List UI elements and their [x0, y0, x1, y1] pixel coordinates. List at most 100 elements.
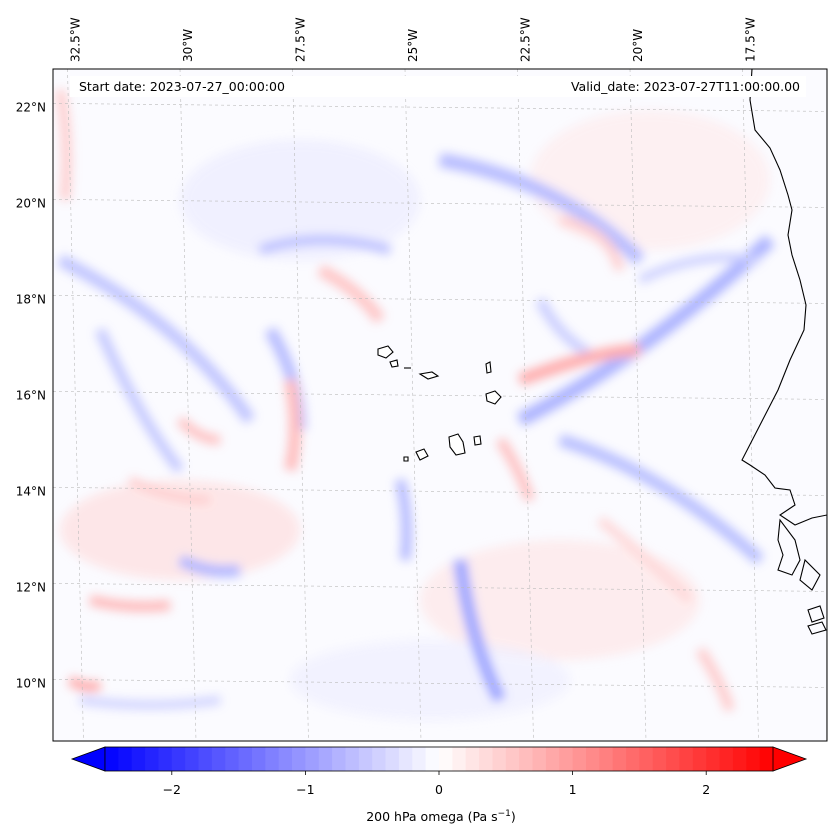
longitude-labels: 32.5°W 30°W 27.5°W 25°W 22.5°W 20°W 17.5°W	[69, 17, 758, 62]
colorbar-step	[412, 747, 427, 771]
map-panel: Start date: 2023-07-27_00:00:00 Valid_da…	[52, 68, 828, 742]
colorbar-step	[746, 747, 761, 771]
colorbar-step	[278, 747, 293, 771]
colorbar-step	[185, 747, 200, 771]
meridian-gridline	[292, 69, 309, 741]
colorbar-step	[345, 747, 360, 771]
colorbar-step	[732, 747, 747, 771]
colorbar-step	[559, 747, 574, 771]
latitude-tick-label: 14°N	[16, 484, 46, 498]
colorbar-step	[572, 747, 587, 771]
latitude-tick-label: 16°N	[16, 388, 46, 402]
colorbar-steps	[105, 747, 774, 771]
colorbar-step	[131, 747, 146, 771]
colorbar-step	[612, 747, 627, 771]
island	[485, 390, 502, 405]
colorbar-step	[211, 747, 226, 771]
longitude-tick-label: 30°W	[181, 29, 195, 62]
latitude-labels: 22°N 20°N 18°N 16°N 14°N 12°N 10°N	[16, 100, 46, 690]
colorbar-step	[398, 747, 413, 771]
island	[448, 433, 466, 456]
colorbar-step	[251, 747, 266, 771]
colorbar-step	[679, 747, 694, 771]
latitude-tick-label: 22°N	[16, 100, 46, 114]
colorbar-step	[626, 747, 640, 771]
colorbar-step	[305, 747, 320, 771]
island	[473, 435, 482, 446]
colorbar-step	[479, 747, 493, 771]
meridian-gridline	[742, 69, 759, 741]
colorbar-step	[532, 747, 547, 771]
island	[377, 345, 394, 359]
latitude-tick-label: 20°N	[16, 196, 46, 210]
longitude-tick-label: 32.5°W	[69, 17, 83, 62]
colorbar-tick-label: −2	[163, 782, 181, 797]
colorbar-extend-max	[772, 746, 808, 772]
colorbar-step	[332, 747, 346, 771]
meridian-gridline	[404, 69, 422, 741]
colorbar-step	[706, 747, 721, 771]
longitude-tick-label: 27.5°W	[294, 17, 308, 62]
colorbar-step	[385, 747, 400, 771]
colorbar-ticks: −2 −1 0 1 2	[163, 771, 710, 797]
colorbar-step	[198, 747, 213, 771]
gridlines	[53, 69, 827, 741]
meridian-gridline	[629, 69, 647, 741]
colorbar-step	[158, 747, 173, 771]
longitude-tick-label: 17.5°W	[744, 17, 758, 62]
colorbar-step	[425, 747, 440, 771]
meridian-gridline	[517, 69, 534, 741]
island	[403, 456, 409, 462]
colorbar-step	[652, 747, 667, 771]
colorbar-step	[372, 747, 387, 771]
island	[389, 359, 399, 368]
latitude-tick-label: 10°N	[16, 676, 46, 690]
colorbar-step	[118, 747, 133, 771]
colorbar-step	[519, 747, 534, 771]
colorbar-step	[292, 747, 306, 771]
colorbar: −2 −1 0 1 2 200 hPa omega (Pa s−1)	[70, 746, 808, 824]
longitude-tick-label: 25°W	[406, 29, 420, 62]
longitude-tick-label: 22.5°W	[519, 17, 533, 62]
island	[418, 371, 440, 380]
colorbar-tick-label: 1	[569, 782, 577, 797]
valid-date-label: Valid_date: 2023-07-27T11:00:00.00	[571, 79, 800, 94]
colorbar-label-sup: −1	[498, 809, 511, 819]
africa-coastline	[741, 69, 827, 741]
colorbar-step	[492, 747, 507, 771]
colorbar-step	[358, 747, 373, 771]
colorbar-step	[759, 747, 774, 771]
colorbar-step	[692, 747, 707, 771]
colorbar-step	[719, 747, 734, 771]
colorbar-step	[225, 747, 240, 771]
island	[485, 361, 492, 374]
meridian-gridline	[179, 69, 197, 741]
colorbar-step	[171, 747, 186, 771]
colorbar-tick-label: 2	[702, 782, 710, 797]
colorbar-step	[318, 747, 333, 771]
longitude-tick-label: 20°W	[631, 29, 645, 62]
colorbar-step	[265, 747, 280, 771]
meridian-gridline	[67, 69, 84, 741]
colorbar-extend-min	[70, 746, 106, 772]
map-frame	[52, 68, 828, 742]
colorbar-step	[452, 747, 467, 771]
colorbar-step	[545, 747, 560, 771]
omega-field	[55, 89, 775, 720]
colorbar-step	[439, 747, 453, 771]
colorbar-step	[238, 747, 253, 771]
latitude-tick-label: 12°N	[16, 580, 46, 594]
colorbar-step	[666, 747, 680, 771]
colorbar-step	[465, 747, 480, 771]
colorbar-tick-label: 0	[435, 782, 443, 797]
colorbar-step	[599, 747, 614, 771]
colorbar-step	[145, 747, 159, 771]
colorbar-step	[639, 747, 654, 771]
colorbar-tick-label: −1	[296, 782, 314, 797]
colorbar-step	[585, 747, 600, 771]
coastline	[377, 69, 827, 741]
latitude-tick-label: 18°N	[16, 292, 46, 306]
island	[415, 448, 429, 461]
colorbar-step	[505, 747, 520, 771]
